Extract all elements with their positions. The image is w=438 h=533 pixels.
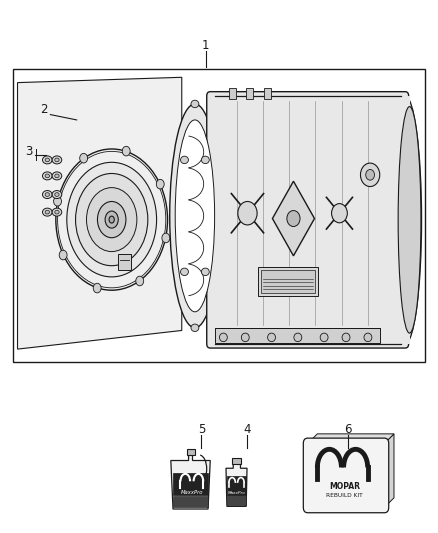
Ellipse shape [364,333,372,342]
Bar [376,96,410,344]
Ellipse shape [45,158,49,162]
Polygon shape [385,434,394,507]
Bar [173,473,208,495]
Bar [173,496,208,507]
Ellipse shape [55,192,59,197]
Ellipse shape [180,156,188,164]
Ellipse shape [201,268,209,276]
Bar [246,88,253,99]
Ellipse shape [52,208,62,216]
Bar [215,328,380,343]
Text: 5: 5 [198,423,205,435]
Ellipse shape [109,216,114,223]
Polygon shape [307,434,394,443]
Ellipse shape [52,172,62,180]
Ellipse shape [42,208,52,216]
Bar [13,69,425,362]
Ellipse shape [45,211,49,214]
Bar [232,458,241,464]
Bar [264,88,271,99]
Ellipse shape [75,174,148,265]
Ellipse shape [122,147,130,156]
Ellipse shape [42,191,52,199]
Ellipse shape [241,333,249,342]
Bar [187,449,195,455]
Polygon shape [272,181,314,256]
Text: 3: 3 [25,146,32,158]
Ellipse shape [55,158,59,162]
Ellipse shape [53,197,61,206]
Ellipse shape [180,268,188,276]
Circle shape [238,201,257,225]
Circle shape [287,211,300,227]
Ellipse shape [342,333,350,342]
Ellipse shape [105,211,118,228]
Ellipse shape [219,333,227,342]
Text: MaxxPro: MaxxPro [180,490,203,495]
Ellipse shape [170,104,220,328]
Ellipse shape [175,120,215,312]
Ellipse shape [201,156,209,164]
Text: MaxxPro: MaxxPro [228,491,245,495]
Circle shape [366,169,374,180]
Circle shape [332,204,347,223]
Circle shape [360,163,380,187]
FancyBboxPatch shape [303,438,389,513]
Ellipse shape [55,174,59,178]
Ellipse shape [294,333,302,342]
Bar [227,476,246,495]
FancyBboxPatch shape [207,92,409,348]
Bar [227,495,246,505]
Ellipse shape [59,250,67,260]
Ellipse shape [156,179,164,189]
Ellipse shape [389,96,421,344]
Ellipse shape [86,188,137,252]
Ellipse shape [52,156,62,164]
Bar [261,270,315,293]
Polygon shape [171,455,210,509]
Text: 4: 4 [244,423,251,435]
Ellipse shape [136,276,144,286]
Text: REBUILD KIT: REBUILD KIT [326,493,363,498]
Ellipse shape [268,333,276,342]
Ellipse shape [55,211,59,214]
Ellipse shape [42,156,52,164]
Polygon shape [18,77,182,349]
Text: 2: 2 [40,103,48,116]
Text: 6: 6 [344,423,352,435]
Text: 1: 1 [202,39,210,52]
Ellipse shape [45,174,49,178]
Polygon shape [226,464,247,506]
Text: MOPAR: MOPAR [329,482,360,490]
Ellipse shape [52,191,62,199]
Ellipse shape [97,201,126,238]
Ellipse shape [398,107,421,333]
Ellipse shape [93,283,101,293]
Bar [258,266,318,296]
Ellipse shape [42,172,52,180]
Ellipse shape [191,324,199,332]
Ellipse shape [191,100,199,108]
Ellipse shape [80,154,88,163]
Ellipse shape [67,162,156,277]
Ellipse shape [45,192,49,197]
Ellipse shape [162,233,170,243]
Ellipse shape [320,333,328,342]
Bar [118,254,131,270]
Bar [229,88,236,99]
Ellipse shape [56,149,167,290]
